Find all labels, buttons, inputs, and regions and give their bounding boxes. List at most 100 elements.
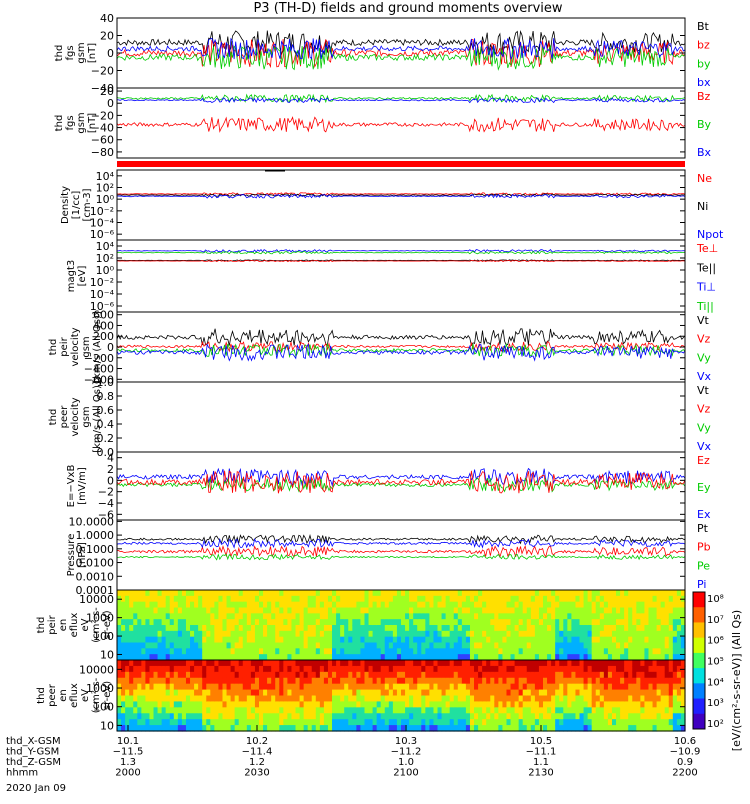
spectrogram-cell (319, 636, 325, 644)
spectrogram-cell (409, 719, 414, 726)
spectrogram-cell (567, 695, 572, 703)
spectrogram-cell (445, 648, 451, 655)
spectrogram-cell (360, 648, 366, 655)
spectrogram-cell (344, 713, 349, 720)
spectrogram-cell (611, 590, 617, 597)
spectrogram-cell (429, 613, 435, 620)
spectrogram-cell (534, 695, 540, 703)
spectrogram-cell (644, 619, 650, 626)
spectrogram-cell (559, 595, 564, 603)
spectrogram-cell (145, 654, 151, 661)
spectrogram-cell (299, 707, 305, 714)
spectrogram-cell (291, 595, 297, 603)
spectrogram-cell (194, 590, 199, 597)
spectrogram-cell (676, 719, 682, 726)
spectrogram-cell (323, 695, 329, 703)
spectrogram-cell (319, 648, 325, 655)
spectrogram-cell (384, 654, 390, 661)
y-tick-label: −40 (91, 82, 114, 95)
spectrogram-cell (214, 695, 220, 703)
spectrogram-cell (648, 636, 654, 644)
spectrogram-cell (263, 590, 268, 597)
spectrogram-cell (551, 630, 556, 638)
spectrogram-cell (125, 660, 130, 667)
spectrogram-cell (494, 683, 499, 691)
spectrogram-cell (332, 601, 337, 609)
spectrogram-cell (628, 642, 633, 649)
spectrogram-cell (125, 607, 130, 614)
spectrogram-cell (640, 595, 646, 603)
spectrogram-cell (149, 713, 155, 720)
spectrogram-cell (453, 683, 459, 691)
spectrogram-cell (210, 660, 215, 667)
spectrogram-cell (538, 595, 544, 603)
spectrogram-cell (348, 590, 353, 597)
spectrogram-cell (133, 613, 138, 620)
spectrogram-cell (368, 636, 374, 644)
spectrogram-cell (121, 654, 126, 661)
spectrogram-cell (340, 677, 345, 685)
spectrogram-cell (169, 713, 175, 720)
spectrogram-cell (137, 689, 142, 697)
spectrogram-cell (514, 607, 520, 614)
spectrogram-cell (279, 689, 284, 697)
spectrogram-cell (121, 636, 126, 644)
spectrogram-cell (250, 665, 256, 673)
spectrogram-cell (640, 707, 646, 714)
series-line-green (116, 250, 686, 255)
legend-Ez: Ez (697, 454, 710, 467)
spectrogram-cell (461, 613, 467, 620)
spectrogram-cell (194, 707, 199, 714)
spectrogram-cell (672, 654, 678, 661)
spectrogram-cell (271, 625, 276, 632)
spectrogram-cell (169, 719, 175, 726)
spectrogram-cell (291, 601, 297, 609)
spectrogram-cell (198, 630, 203, 638)
spectrogram-cell (421, 642, 426, 649)
spectrogram-cell (405, 654, 410, 661)
spectrogram-cell (141, 713, 146, 720)
spectrogram-cell (640, 619, 646, 626)
spectrogram-cell (356, 713, 362, 720)
spectrogram-cell (181, 665, 187, 673)
spectrogram-cell (283, 613, 288, 620)
spectrogram-cell (538, 648, 544, 655)
spectrogram-cell (348, 689, 353, 697)
spectrogram-cell (214, 625, 220, 632)
spectrogram-cell (465, 642, 471, 649)
spectrogram-cell (250, 713, 256, 720)
spectrogram-cell (595, 613, 601, 620)
y-axis-label: sr-eV) (102, 681, 113, 710)
spectrogram-cell (210, 648, 215, 655)
spectrogram-cell (360, 683, 366, 691)
spectrogram-cell (242, 677, 248, 685)
spectrogram-cell (295, 719, 301, 726)
spectrogram-cell (449, 677, 455, 685)
spectrogram-cell (364, 625, 370, 632)
spectrogram-cell (214, 595, 220, 603)
spectrogram-cell (498, 630, 504, 638)
spectrogram-cell (607, 613, 613, 620)
spectrogram-cell (457, 665, 463, 673)
spectrogram-cell (364, 595, 370, 603)
spectrogram-cell (336, 630, 341, 638)
spectrogram-cell (465, 689, 471, 697)
spectrogram-cell (332, 701, 337, 708)
spectrogram-cell (611, 713, 617, 720)
spectrogram-cell (396, 590, 402, 597)
spectrogram-cell (267, 725, 272, 732)
legend-Te⊥: Te⊥ (696, 242, 718, 255)
spectrogram-cell (441, 707, 447, 714)
spectrogram-cell (384, 619, 390, 626)
spectrogram-cell (680, 683, 686, 691)
spectrogram-cell (117, 636, 122, 644)
spectrogram-cell (526, 642, 532, 649)
spectrogram-cell (121, 671, 126, 679)
spectrogram-cell (644, 595, 650, 603)
spectrogram-cell (449, 719, 455, 726)
spectrogram-cell (616, 689, 621, 697)
spectrogram-cell (307, 677, 313, 685)
spectrogram-cell (551, 725, 556, 732)
spectrogram-cell (153, 701, 159, 708)
